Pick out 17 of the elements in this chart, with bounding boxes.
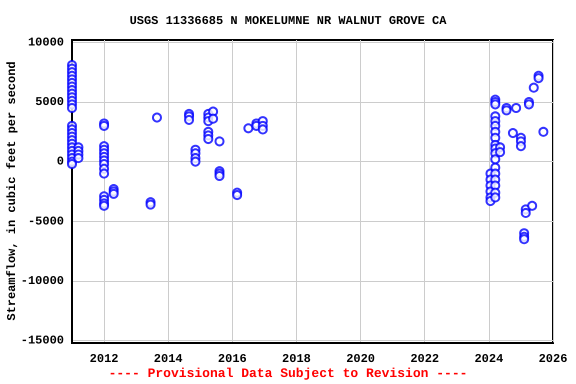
y-tick-label: -5000 bbox=[28, 214, 64, 228]
x-tick-label: 2014 bbox=[154, 352, 183, 366]
y-tick-label: 5000 bbox=[35, 95, 64, 110]
x-tick-label: 2012 bbox=[90, 352, 118, 366]
y-axis-title: Streamflow, in cubic feet per second bbox=[5, 61, 19, 321]
y-tick-label: -15000 bbox=[20, 334, 64, 348]
chart-title: USGS 11336685 N MOKELUMNE NR WALNUT GROVE CA bbox=[130, 14, 448, 28]
x-tick-label: 2026 bbox=[538, 352, 568, 366]
x-tick-label: 2018 bbox=[282, 352, 311, 366]
x-tick-label: 2020 bbox=[346, 352, 376, 366]
y-tick-label: 0 bbox=[56, 154, 64, 169]
y-tick-label: -10000 bbox=[20, 274, 64, 288]
x-tick-label: 2024 bbox=[474, 352, 504, 366]
x-tick-label: 2022 bbox=[410, 352, 440, 366]
x-tick-label: 2016 bbox=[218, 352, 247, 366]
y-tick-label: 10000 bbox=[28, 35, 64, 50]
text: ---- Provisional Data Subject to Revision ---- bbox=[108, 366, 468, 381]
